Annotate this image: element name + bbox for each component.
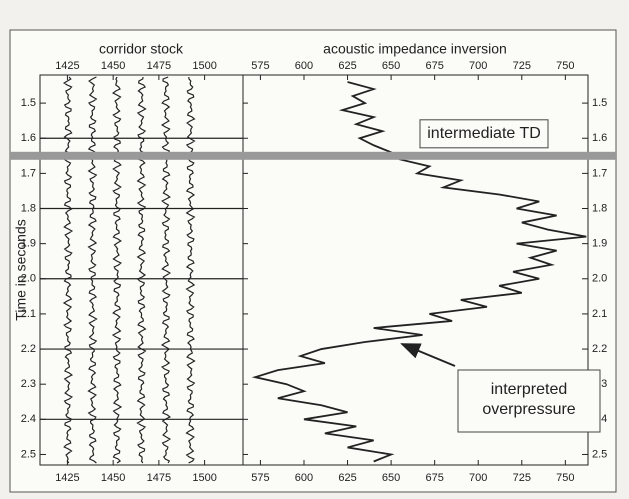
y-tick-label: 1.9 — [592, 238, 607, 250]
y-tick-label: 2.5 — [592, 448, 607, 460]
x-tick-label: 575 — [251, 60, 269, 72]
x-tick-label: 600 — [295, 60, 313, 72]
x-tick-label: 675 — [425, 472, 443, 484]
x-tick-label: 600 — [295, 472, 313, 484]
y-axis-title: Time in seconds — [13, 219, 29, 320]
right-title: acoustic impedance inversion — [323, 41, 507, 57]
x-tick-label: 1500 — [192, 60, 216, 72]
y-tick-label: 2.5 — [21, 448, 36, 460]
y-tick-label: 1.8 — [21, 202, 36, 214]
x-tick-label: 700 — [469, 472, 487, 484]
left-title: corridor stock — [99, 41, 184, 57]
y-tick-label: 2.4 — [21, 413, 36, 425]
x-tick-label: 750 — [556, 472, 574, 484]
annotation: interpreted overpressure — [482, 381, 575, 418]
x-tick-label: 1475 — [147, 472, 171, 484]
x-tick-label: 1425 — [55, 472, 79, 484]
x-tick-label: 675 — [425, 60, 443, 72]
annotation: intermediate TD — [427, 125, 541, 142]
y-tick-label: 1.6 — [592, 132, 607, 144]
annotation-box — [457, 369, 601, 433]
x-tick-label: 1500 — [192, 472, 216, 484]
x-tick-label: 725 — [513, 60, 531, 72]
x-tick-label: 1425 — [55, 60, 79, 72]
y-tick-label: 2.1 — [21, 308, 36, 320]
y-tick-label: 2.0 — [592, 273, 607, 285]
y-tick-label: 1.8 — [592, 202, 607, 214]
x-tick-label: 725 — [513, 472, 531, 484]
y-tick-label: 1.9 — [21, 238, 36, 250]
x-tick-label: 650 — [382, 60, 400, 72]
trace — [160, 76, 172, 464]
trace — [87, 76, 98, 464]
y-tick-label: 2.3 — [21, 378, 36, 390]
td-band — [10, 151, 616, 160]
y-tick-label: 1.6 — [21, 132, 36, 144]
x-tick-label: 575 — [251, 472, 269, 484]
y-tick-label: 2.2 — [592, 343, 607, 355]
annotation-box — [419, 119, 549, 149]
x-tick-label: 1450 — [101, 472, 125, 484]
right-panel-frame — [242, 74, 589, 466]
x-tick-label: 1475 — [147, 60, 171, 72]
trace — [111, 76, 123, 464]
x-tick-label: 750 — [556, 60, 574, 72]
trace — [136, 76, 147, 464]
y-tick-label: 1.5 — [592, 97, 607, 109]
y-tick-label: 2.1 — [592, 308, 607, 320]
y-tick-label: 2.2 — [21, 343, 36, 355]
x-tick-label: 625 — [338, 472, 356, 484]
trace — [185, 76, 196, 464]
y-tick-label: 1.5 — [21, 97, 36, 109]
x-tick-label: 700 — [469, 60, 487, 72]
y-tick-label: 1.7 — [21, 167, 36, 179]
x-tick-label: 650 — [382, 472, 400, 484]
x-tick-label: 625 — [338, 60, 356, 72]
trace — [62, 76, 74, 464]
y-tick-label: 2.0 — [21, 273, 36, 285]
x-tick-label: 1450 — [101, 60, 125, 72]
y-tick-label: 1.7 — [592, 167, 607, 179]
impedance-line — [251, 81, 587, 463]
arrow — [400, 343, 456, 367]
